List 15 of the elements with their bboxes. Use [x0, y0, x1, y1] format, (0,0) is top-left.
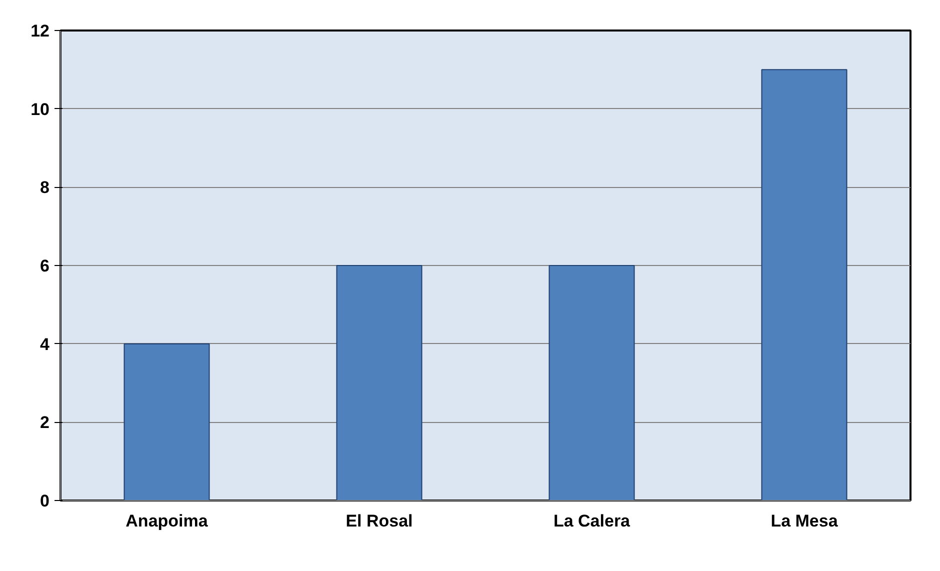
y-tick-label: 6 [40, 256, 50, 276]
bar [336, 265, 422, 500]
bar [548, 265, 635, 500]
x-tick-label: El Rosal [346, 512, 413, 530]
x-tick-label: Anapoima [126, 512, 208, 530]
x-tick-label: La Mesa [770, 512, 838, 530]
y-tick-label: 12 [30, 22, 50, 40]
bar [124, 343, 210, 500]
y-tick-label: 0 [40, 492, 50, 510]
y-tick-label: 10 [30, 100, 50, 119]
bar [761, 69, 848, 500]
x-tick-label: La Calera [553, 512, 631, 530]
y-tick-label: 8 [40, 178, 50, 198]
y-tick-label: 2 [40, 413, 50, 432]
y-tick-label: 4 [40, 334, 50, 354]
